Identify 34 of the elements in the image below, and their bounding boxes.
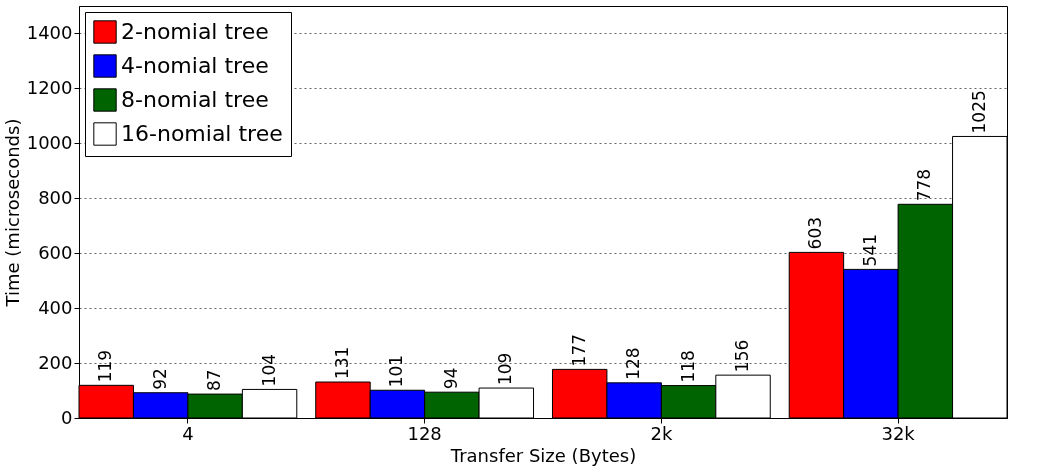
- y-tick-label: 1400: [26, 21, 73, 43]
- y-tick-label: 1200: [26, 76, 73, 98]
- legend-label: 8-nomial tree: [121, 87, 269, 112]
- data-label: 109: [495, 352, 516, 386]
- y-tick-label: 800: [38, 186, 73, 208]
- data-label: 131: [331, 346, 352, 380]
- data-label: 92: [149, 368, 170, 390]
- data-label: 541: [859, 233, 880, 267]
- x-tick-label: 128: [407, 422, 442, 444]
- x-tick-label: 4: [182, 422, 194, 444]
- data-label: 94: [440, 367, 461, 390]
- x-tick-label: 32k: [881, 422, 916, 444]
- y-tick-label: 600: [38, 241, 73, 263]
- data-label: 118: [677, 350, 698, 383]
- legend-label: 16-nomial tree: [121, 121, 283, 146]
- y-tick-label: 200: [38, 351, 73, 373]
- y-tick-label: 1000: [26, 131, 73, 153]
- y-axis-title: Time (microseconds): [1, 118, 23, 308]
- data-label: 177: [568, 333, 589, 367]
- data-label: 778: [914, 168, 935, 202]
- data-label: 104: [258, 353, 279, 387]
- y-tick-label: 400: [38, 296, 73, 318]
- legend-label: 4-nomial tree: [121, 53, 269, 78]
- data-label: 128: [623, 347, 644, 380]
- data-label: 87: [204, 369, 225, 392]
- data-label: 119: [95, 349, 116, 383]
- x-axis-title: Transfer Size (Bytes): [449, 444, 637, 466]
- legend-label: 2-nomial tree: [121, 19, 269, 44]
- data-label: 101: [386, 354, 407, 388]
- x-tick-label: 2k: [650, 422, 673, 444]
- data-label: 156: [732, 339, 753, 373]
- data-label: 603: [805, 216, 826, 250]
- data-label: 1025: [968, 90, 989, 134]
- y-tick-label: 0: [61, 406, 73, 428]
